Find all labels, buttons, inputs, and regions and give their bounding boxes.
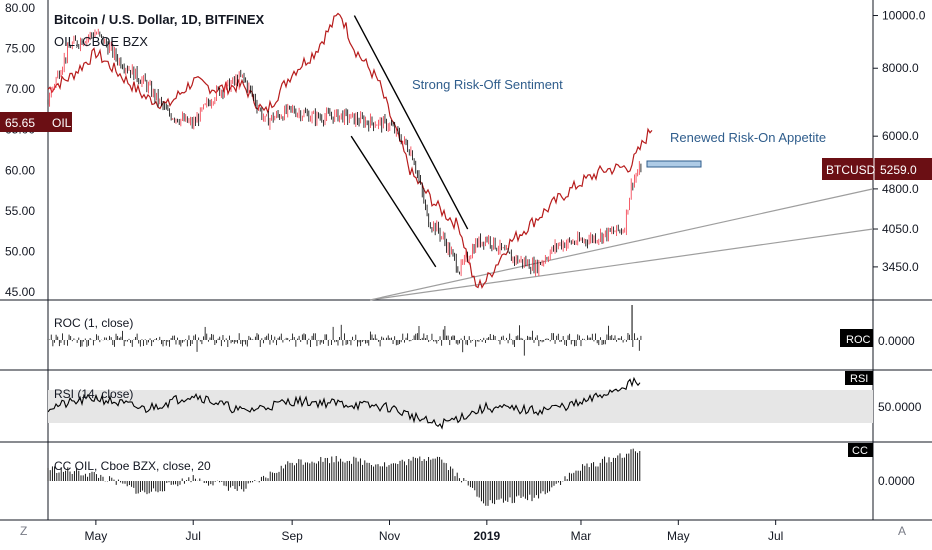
log-scale-button[interactable]: Z xyxy=(20,524,27,538)
right-axis-tick: 4800.0 xyxy=(882,182,919,196)
left-axis-tick: 70.00 xyxy=(5,82,35,96)
trendline xyxy=(370,188,874,301)
cc-badge-label: CC xyxy=(852,445,868,457)
oil-series-line xyxy=(47,12,653,290)
roc-zero-label: 0.0000 xyxy=(878,334,915,348)
roc-badge xyxy=(840,329,873,347)
cc-badge xyxy=(848,443,873,457)
rsi-title: RSI (14, close) xyxy=(54,387,133,401)
trendline xyxy=(370,228,874,301)
x-axis-tick: Nov xyxy=(379,529,400,543)
cc-title: CC OIL, Cboe BZX, close, 20 xyxy=(54,459,211,473)
oil-price-value: 65.65 xyxy=(5,116,35,130)
trendline xyxy=(350,135,437,268)
btc-symbol-label: BTCUSD xyxy=(826,163,876,177)
left-axis-tick: 75.00 xyxy=(5,42,35,56)
right-axis-tick: 8000.0 xyxy=(882,61,919,75)
left-axis-tick: 45.00 xyxy=(5,285,35,299)
x-axis-tick: Sep xyxy=(281,529,303,543)
right-axis-tick: 10000.0 xyxy=(882,9,926,23)
rsi-line xyxy=(47,376,641,430)
trendline xyxy=(353,15,469,230)
right-axis-tick: 4050.0 xyxy=(882,222,919,236)
right-axis-tick: 3450.0 xyxy=(882,260,919,274)
oil-price-badge xyxy=(0,112,72,132)
overlay-symbol: OIL, CBOE BZX xyxy=(54,34,148,49)
risk-off-annotation: Strong Risk-Off Sentiment xyxy=(412,77,563,92)
roc-badge-label: ROC xyxy=(846,334,871,346)
rsi-badge-label: RSI xyxy=(850,373,868,385)
left-axis-tick: 50.00 xyxy=(5,244,35,258)
btc-price-value: 5259.0 xyxy=(880,163,917,177)
rsi-badge xyxy=(845,371,873,385)
right-axis-tick: 6000.0 xyxy=(882,129,919,143)
left-axis-tick: 80.00 xyxy=(5,1,35,15)
risk-on-annotation: Renewed Risk-On Appetite xyxy=(670,130,826,145)
x-axis-tick: Jul xyxy=(768,529,783,543)
btc-price-badge xyxy=(822,158,932,180)
x-axis-tick: May xyxy=(667,529,690,543)
chart-title: Bitcoin / U.S. Dollar, 1D, BITFINEX xyxy=(54,12,265,27)
cc-zero-label: 0.0000 xyxy=(878,474,915,488)
oil-symbol-label: OIL xyxy=(52,116,72,130)
rsi-50-label: 50.0000 xyxy=(878,400,922,414)
x-axis-tick: 2019 xyxy=(473,529,500,543)
x-axis-tick: May xyxy=(85,529,108,543)
resistance-box xyxy=(646,160,702,168)
left-axis-tick: 55.00 xyxy=(5,204,35,218)
left-axis-tick: 60.00 xyxy=(5,163,35,177)
roc-title: ROC (1, close) xyxy=(54,316,133,330)
auto-scale-button[interactable]: A xyxy=(898,524,906,538)
x-axis-tick: Mar xyxy=(571,529,592,543)
x-axis-tick: Jul xyxy=(186,529,201,543)
